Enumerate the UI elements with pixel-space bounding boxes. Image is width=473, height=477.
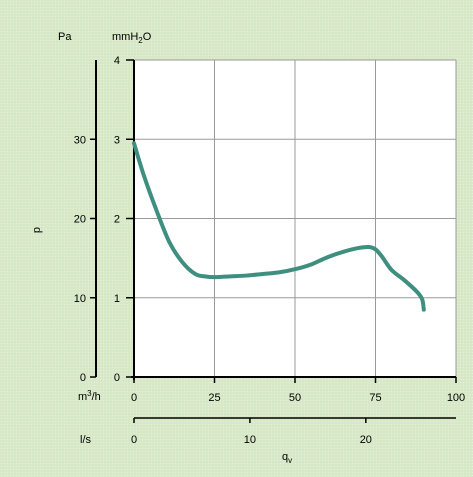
x-tick-label-ls: 10 [244, 434, 256, 446]
y-label-p: p [31, 227, 43, 233]
x-unit-ls: l/s [80, 434, 92, 446]
y-tick-label-mmh2o: 2 [114, 214, 120, 226]
grid-lines [134, 59, 457, 377]
y-unit-pa: Pa [58, 31, 72, 43]
y-tick-label-mmh2o: 3 [114, 134, 120, 146]
x-tick-label-m3h: 0 [131, 392, 137, 404]
y-tick-label-mmh2o: 4 [114, 55, 120, 67]
axes [90, 59, 457, 423]
y-tick-label-pa: 0 [80, 372, 86, 384]
y-tick-label-mmh2o: 0 [114, 372, 120, 384]
y-unit-mmh2o: mmH2O [112, 31, 152, 45]
x-tick-label-m3h: 50 [289, 392, 301, 404]
y-tick-label-pa: 10 [74, 293, 86, 305]
y-tick-label-mmh2o: 1 [114, 293, 120, 305]
x-unit-m3h: m3/h [78, 389, 101, 403]
x-tick-label-ls: 0 [131, 434, 137, 446]
x-tick-label-m3h: 25 [208, 392, 220, 404]
x-tick-label-m3h: 75 [369, 392, 381, 404]
x-tick-label-ls: 20 [360, 434, 372, 446]
x-label-qv: qv [282, 451, 292, 465]
y-tick-label-pa: 30 [74, 134, 86, 146]
y-tick-label-pa: 20 [74, 214, 86, 226]
axis-labels: 0 1 2 3 4 0 25 50 75 100 0 10 20 30 Pa mmH2O p m3/h 0 10 20 l… [31, 31, 465, 465]
x-tick-label-m3h: 100 [447, 392, 465, 404]
pressure-curve [132, 141, 426, 312]
